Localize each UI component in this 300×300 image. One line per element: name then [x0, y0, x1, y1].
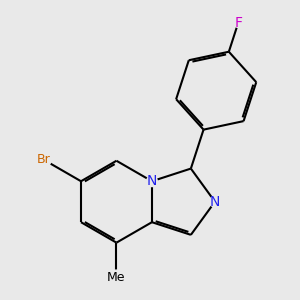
Circle shape: [233, 18, 243, 27]
Circle shape: [109, 270, 124, 285]
Text: Me: Me: [107, 271, 126, 284]
Circle shape: [147, 176, 157, 187]
Circle shape: [210, 196, 220, 207]
Circle shape: [36, 152, 51, 167]
Text: N: N: [210, 195, 220, 209]
Text: Br: Br: [37, 153, 51, 166]
Text: N: N: [147, 174, 157, 188]
Text: F: F: [234, 16, 242, 29]
